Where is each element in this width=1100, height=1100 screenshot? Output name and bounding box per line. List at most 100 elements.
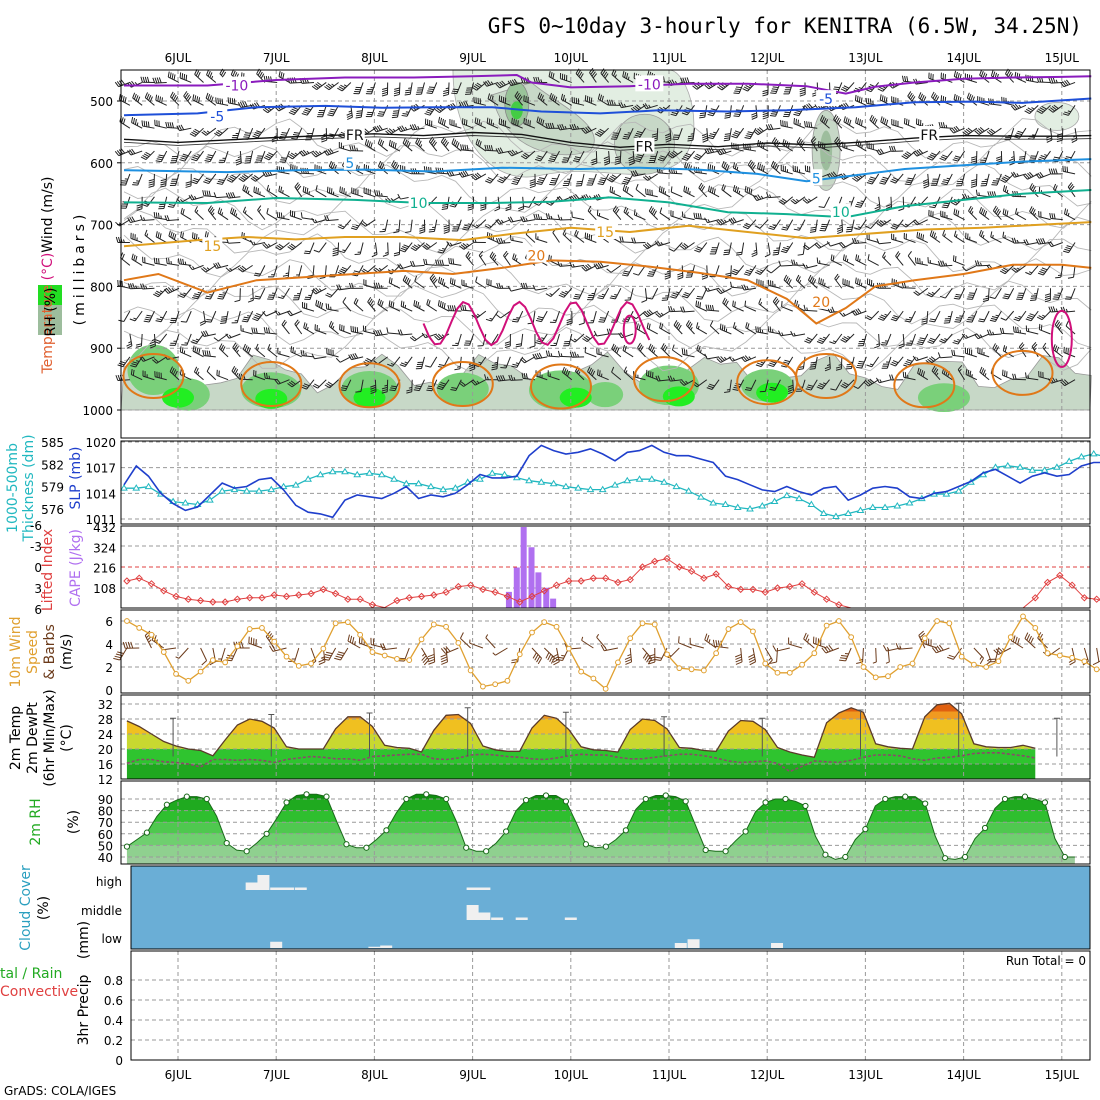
wind-barb <box>347 634 361 649</box>
wind-barb <box>681 287 695 299</box>
cloud-unit: (%) <box>36 896 52 920</box>
wind-barb <box>551 647 560 666</box>
wind-barb <box>612 205 622 220</box>
wind-barb <box>664 265 671 280</box>
lifted-index-marker <box>319 585 328 594</box>
wind-barb <box>876 219 892 227</box>
wind-barb <box>231 310 241 324</box>
wind-barb <box>622 344 634 358</box>
wind-barb <box>648 647 656 665</box>
rh-marker <box>842 853 849 861</box>
wind-barb <box>393 82 401 97</box>
wind-barb <box>581 126 597 134</box>
wind-barb <box>179 346 192 358</box>
wind-barb <box>450 379 462 391</box>
wind-barb <box>471 219 487 229</box>
rh-shade-90 <box>756 382 789 403</box>
wind-speed-marker <box>1020 613 1026 620</box>
wind-barb <box>231 365 241 381</box>
wind-barb <box>533 213 548 221</box>
wind-barb <box>351 187 364 198</box>
wind-barb <box>1000 173 1015 183</box>
wind-barb <box>928 209 941 221</box>
wind-barb <box>912 355 928 362</box>
wind-barb <box>350 219 364 231</box>
wind-barb <box>724 379 732 393</box>
wind-barb <box>979 206 990 221</box>
x-tick-label-top: 6JUL <box>165 51 192 65</box>
wind-barb <box>882 251 892 266</box>
wind-barb <box>214 127 229 137</box>
thickness-marker <box>426 482 435 490</box>
wind-barb <box>1060 79 1076 88</box>
wind-barb <box>471 82 487 91</box>
wind-barb <box>867 254 879 266</box>
cloud-bar <box>270 887 283 890</box>
wind-barb <box>1038 210 1051 221</box>
wind-barb <box>529 173 536 189</box>
wind-barb <box>423 258 437 266</box>
wind-barb <box>152 77 167 84</box>
cloud-bar <box>674 943 687 948</box>
x-tick-label-bottom: 14JUL <box>946 1068 981 1082</box>
thickness-marker <box>1016 463 1024 470</box>
wind-barb <box>787 379 795 395</box>
wind-barb <box>511 117 523 129</box>
cloud-bar <box>294 887 307 890</box>
wind-barb <box>807 274 818 289</box>
wind-barb <box>890 173 904 184</box>
wind-barb <box>170 91 180 106</box>
wind-barb <box>747 159 757 175</box>
wind-barb <box>206 69 217 83</box>
wind-speed-marker <box>897 664 904 670</box>
wind-barb <box>262 169 278 178</box>
x-tick-label-top: 13JUL <box>848 51 883 65</box>
wind-barb <box>342 297 352 312</box>
cape-bar <box>528 547 535 608</box>
thickness-marker <box>611 481 619 488</box>
rh-marker <box>542 792 550 799</box>
wind-barb <box>816 379 830 390</box>
lifted-index-marker <box>552 581 561 589</box>
wind-barb <box>628 151 635 166</box>
lifted-index-marker <box>810 588 819 596</box>
wind-barb <box>346 105 353 120</box>
rh-contour-high <box>1050 309 1073 368</box>
wind-barb <box>131 116 143 129</box>
wind-barb <box>191 150 204 162</box>
rh-marker <box>423 791 430 798</box>
wind-label: 10m Wind <box>8 616 24 687</box>
wind-barb <box>328 320 339 335</box>
precip-frame <box>130 950 1091 1061</box>
wind-speed-marker <box>823 622 830 629</box>
wind-barb <box>557 214 572 221</box>
wind-barb <box>364 139 376 152</box>
wind-barb <box>442 82 450 97</box>
cloud-bar <box>245 882 258 890</box>
thickness-marker <box>819 509 828 516</box>
wind-barb <box>497 173 511 184</box>
y-tick-label: 24 <box>98 728 113 742</box>
wind-barb <box>469 639 484 649</box>
wind-barb <box>839 647 852 662</box>
temp-label: (6hr Min/Max) <box>42 689 58 786</box>
wind-barb <box>719 323 732 335</box>
wind-barb <box>989 287 1002 299</box>
wind-barb <box>957 364 966 380</box>
wind-barb <box>671 344 683 358</box>
y-tick-label: 0.6 <box>104 994 123 1008</box>
wind-barb <box>311 81 327 91</box>
wind-barb <box>621 173 634 185</box>
wind-barb <box>274 378 290 385</box>
wind-barb <box>393 219 401 234</box>
rh-shade-90 <box>255 388 288 409</box>
wind-barb <box>143 310 155 323</box>
cape-bar <box>505 591 512 608</box>
wind-barb <box>504 333 511 349</box>
y-tick-label-right: 216 <box>93 562 116 576</box>
lifted-index-marker <box>626 575 634 584</box>
wind-barb <box>622 127 634 140</box>
wind-barb <box>790 196 806 205</box>
wind-barb <box>154 119 167 129</box>
wind-barb <box>1048 168 1063 175</box>
